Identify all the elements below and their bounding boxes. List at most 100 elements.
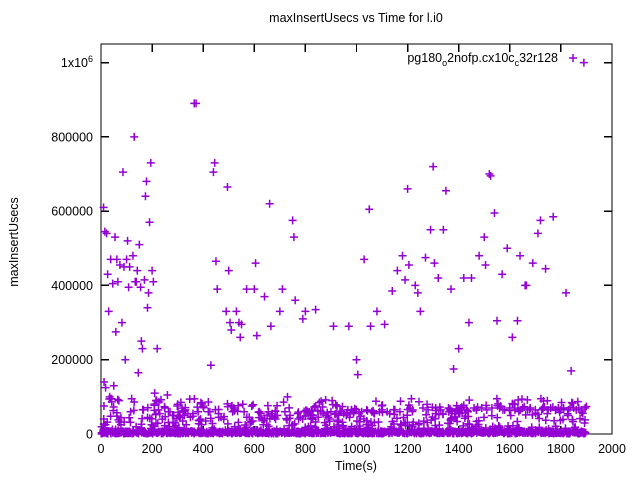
data-point [211, 405, 220, 414]
data-point [160, 421, 169, 430]
data-point [124, 283, 133, 292]
data-point [427, 416, 436, 425]
data-point [487, 404, 496, 412]
data-point [280, 407, 289, 416]
data-point [102, 229, 111, 238]
data-point [380, 320, 389, 329]
y-tick-label: 600000 [51, 205, 93, 219]
data-point [285, 403, 294, 412]
data-point [150, 389, 159, 398]
data-point [429, 162, 438, 171]
data-point [259, 416, 268, 425]
data-point [325, 417, 334, 426]
data-point [485, 170, 494, 178]
data-point [298, 314, 307, 323]
data-point [316, 407, 325, 416]
data-point [142, 177, 151, 186]
data-point [453, 404, 462, 413]
data-point [580, 418, 589, 427]
data-point [393, 266, 402, 275]
data-point [328, 400, 337, 409]
data-point [576, 414, 585, 423]
data-point [418, 404, 427, 412]
data-point [556, 416, 565, 425]
data-point [109, 406, 118, 415]
data-point [324, 413, 333, 422]
x-tick-label: 400 [193, 442, 214, 456]
data-point [493, 401, 502, 410]
data-point [573, 397, 582, 406]
data-point [541, 264, 550, 273]
data-point [214, 413, 223, 422]
data-point [407, 394, 416, 403]
data-point [146, 158, 155, 167]
data-point [236, 333, 245, 342]
data-point [179, 406, 188, 415]
data-point [462, 405, 471, 414]
data-point [360, 255, 369, 264]
data-point [533, 229, 542, 238]
data-point [168, 418, 177, 427]
data-point [130, 132, 139, 141]
data-point [99, 401, 108, 410]
data-point [130, 397, 139, 406]
data-point [349, 409, 358, 418]
data-point [223, 183, 232, 191]
data-point [301, 412, 310, 421]
data-point [122, 255, 131, 264]
data-point [391, 428, 399, 436]
data-point [354, 426, 363, 435]
x-axis-title: Time(s) [335, 459, 377, 473]
data-point [472, 417, 481, 426]
data-point [143, 403, 152, 412]
data-point [118, 168, 127, 177]
data-point [321, 395, 330, 404]
data-point [176, 398, 185, 407]
data-point [415, 397, 424, 406]
data-point [117, 318, 126, 327]
data-point [144, 429, 152, 437]
x-tick-label: 2000 [598, 442, 626, 456]
data-point [480, 233, 489, 242]
data-point [196, 398, 205, 407]
data-point [151, 419, 160, 428]
data-point [487, 411, 496, 420]
data-point [342, 408, 351, 417]
data-point [329, 322, 338, 331]
data-point [211, 257, 220, 266]
data-point [454, 344, 463, 353]
data-point [182, 420, 191, 429]
data-point [416, 307, 425, 316]
data-point [424, 405, 433, 414]
data-point [101, 383, 110, 392]
data-point [292, 427, 300, 435]
data-point [396, 420, 405, 429]
data-point [251, 259, 260, 268]
data-point [459, 421, 468, 430]
data-point [439, 427, 447, 435]
data-point [206, 414, 215, 423]
y-tick-label: 200000 [51, 353, 93, 367]
x-tick-label: 800 [295, 442, 316, 456]
x-tick-label: 200 [142, 442, 163, 456]
data-point [113, 277, 122, 286]
data-point [419, 424, 428, 433]
data-point [237, 320, 246, 329]
data-point [368, 430, 376, 438]
legend-sample-marker [569, 54, 577, 62]
data-point [475, 251, 484, 260]
data-point [434, 274, 443, 282]
data-point [371, 397, 380, 406]
x-tick-label: 1600 [496, 442, 524, 456]
data-point [533, 410, 542, 419]
data-point [372, 307, 381, 316]
data-point [265, 430, 273, 438]
data-point [227, 401, 236, 410]
data-point [357, 407, 366, 416]
data-point [498, 270, 507, 279]
data-point [223, 402, 232, 411]
data-point [256, 409, 265, 418]
data-point [227, 326, 236, 334]
data-point [314, 413, 323, 422]
data-point [132, 277, 141, 286]
